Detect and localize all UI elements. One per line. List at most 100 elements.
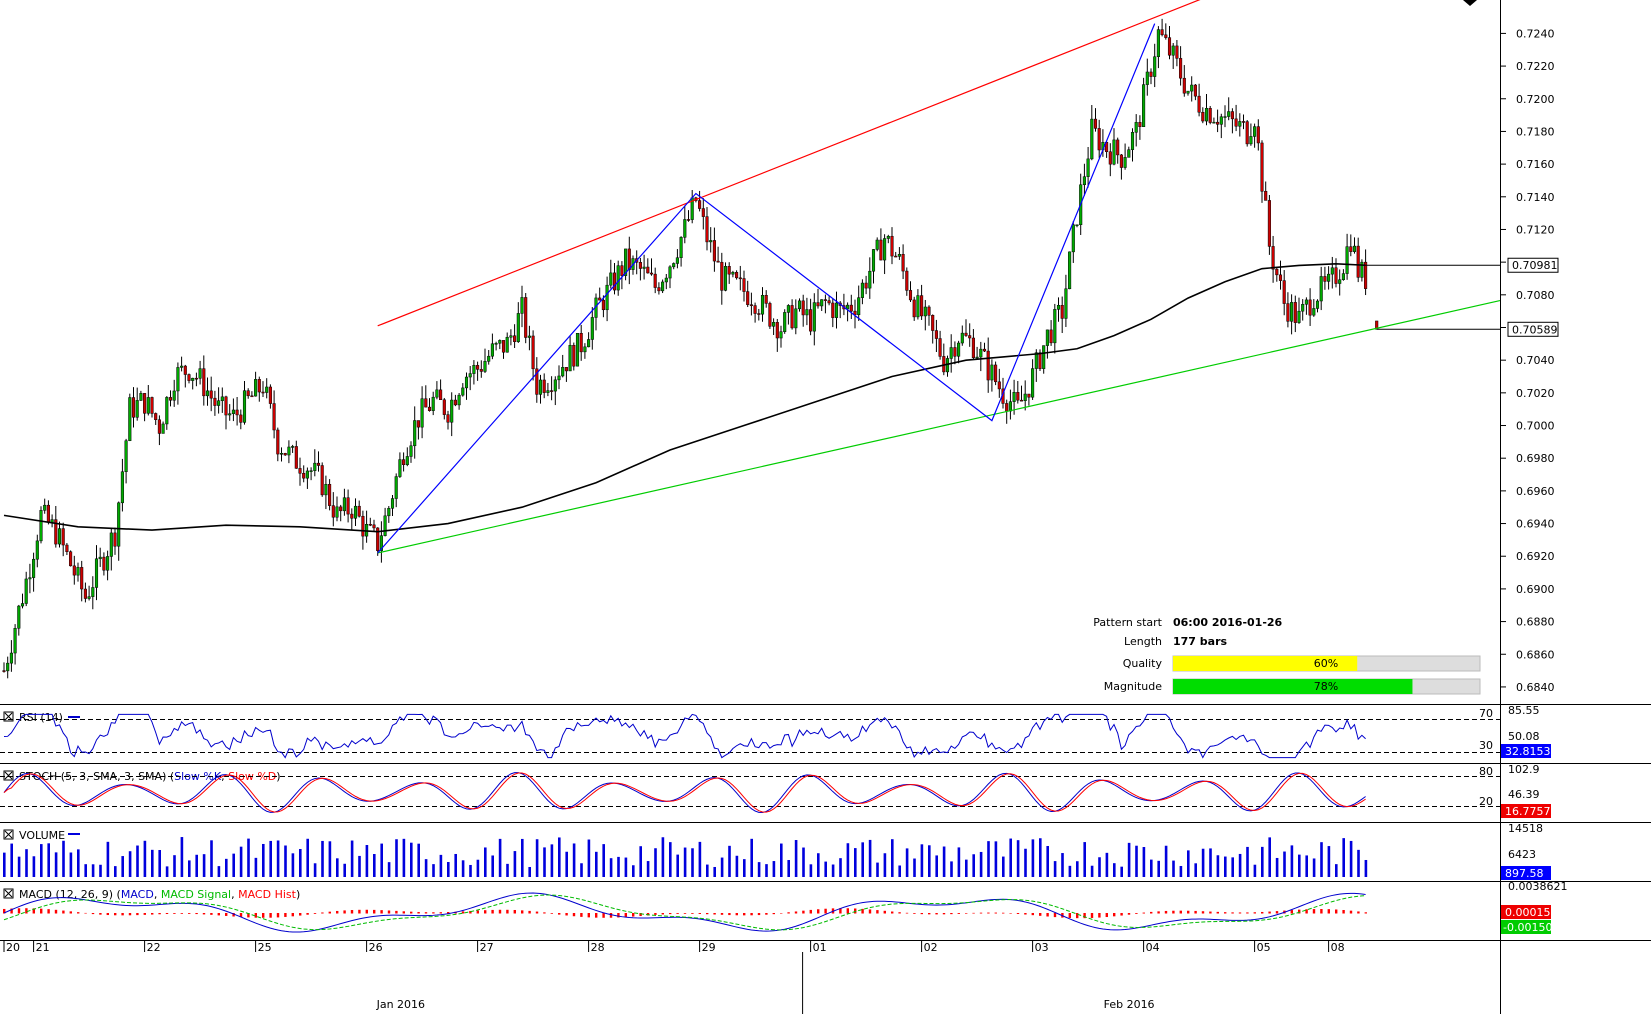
volume-bar [62, 840, 65, 877]
candle-body [1012, 392, 1016, 402]
candle [720, 252, 724, 305]
candle [1116, 137, 1120, 164]
candle [805, 297, 809, 326]
candle-body [339, 506, 343, 512]
volume-bar [469, 864, 472, 877]
volume-bar [1224, 856, 1227, 877]
candle [242, 380, 247, 425]
macd-hist-bar [521, 910, 524, 914]
volume-bar [47, 843, 50, 877]
stoch-series1: Slow %K [174, 770, 222, 783]
candle-body [1127, 149, 1131, 158]
macd-hist-bar [713, 913, 716, 915]
candle [1112, 128, 1116, 166]
macd-hist-bar [506, 909, 509, 914]
macd-hist-bar [654, 913, 657, 915]
volume-bar [365, 845, 369, 877]
candle [180, 356, 184, 372]
candle-body [572, 344, 576, 367]
candle-body [172, 390, 176, 401]
candle [831, 298, 835, 328]
candle [994, 361, 998, 386]
candle-body [372, 524, 376, 529]
candle-body [612, 272, 617, 291]
candle-body [194, 377, 198, 380]
volume-bar [158, 850, 161, 877]
macd-hist-bar [321, 912, 324, 914]
candle [516, 302, 520, 343]
candle [61, 522, 65, 557]
volume-bar [1187, 850, 1190, 877]
day-label: 28 [591, 941, 605, 954]
volume-bar [587, 839, 591, 877]
candle-body [1138, 122, 1142, 127]
volume-bar [1157, 860, 1160, 877]
ma-badge-box [1507, 257, 1559, 273]
macd-hist-bar [950, 913, 953, 915]
candle-body [464, 376, 469, 389]
candle-body [509, 335, 513, 338]
candle [520, 285, 524, 328]
candle-body [316, 462, 321, 466]
price-badge: 0.70589 [1507, 321, 1559, 337]
volume-bar [454, 853, 457, 877]
macd-hist-bar [1298, 909, 1301, 914]
candle-body [161, 423, 165, 434]
candle [1278, 260, 1283, 290]
candle-body [801, 300, 805, 316]
candle [820, 299, 824, 312]
volume-bar [17, 856, 21, 877]
candle [757, 308, 761, 321]
candle-body [69, 551, 73, 567]
candle [1216, 109, 1220, 133]
candle [461, 383, 465, 397]
candle [1075, 224, 1079, 228]
macd-hist-bar [1275, 911, 1279, 914]
candle [712, 227, 716, 272]
candle [479, 360, 483, 378]
candle [1256, 119, 1260, 151]
candle [927, 305, 931, 326]
macd-hist-bar [32, 908, 35, 914]
volume-bar [165, 866, 169, 877]
volume-bar [972, 854, 975, 877]
candle [405, 447, 409, 467]
candle-body [979, 348, 983, 358]
volume-bar [787, 860, 790, 877]
candle [1312, 299, 1316, 317]
volume-bar [217, 866, 221, 877]
candle [313, 449, 317, 477]
volume-bar [817, 853, 820, 877]
volume-bar [928, 845, 931, 877]
volume-bar [1275, 857, 1279, 877]
macd-hist-bar [661, 913, 664, 915]
candle-body [731, 272, 735, 275]
candle [986, 337, 990, 393]
candle-body [931, 315, 935, 331]
candle-body [1097, 128, 1101, 151]
candle [931, 314, 935, 344]
candle [1082, 163, 1086, 196]
candle-body [575, 333, 580, 367]
macd-hist-bar [809, 909, 812, 914]
candle-body [1341, 273, 1345, 280]
macd-hist-bar [1076, 913, 1079, 919]
scroll-marker-icon[interactable] [1463, 0, 1477, 6]
quality-value: 60% [1314, 657, 1338, 670]
candle-body [294, 446, 298, 469]
candle [1149, 68, 1153, 85]
candle [853, 299, 857, 329]
candle-body [1186, 90, 1190, 94]
candle-body [587, 339, 591, 348]
candle [402, 452, 406, 472]
macd-hist-bar [136, 913, 139, 916]
candle-body [328, 484, 332, 506]
stoch-axis-mid: 46.39 [1508, 788, 1540, 801]
candle-body [283, 453, 287, 456]
day-label: 29 [702, 941, 716, 954]
candle [1323, 266, 1327, 290]
volume-bar [691, 848, 694, 877]
candle [1071, 221, 1075, 263]
volume-bar [432, 864, 435, 877]
volume-bar [728, 845, 731, 877]
